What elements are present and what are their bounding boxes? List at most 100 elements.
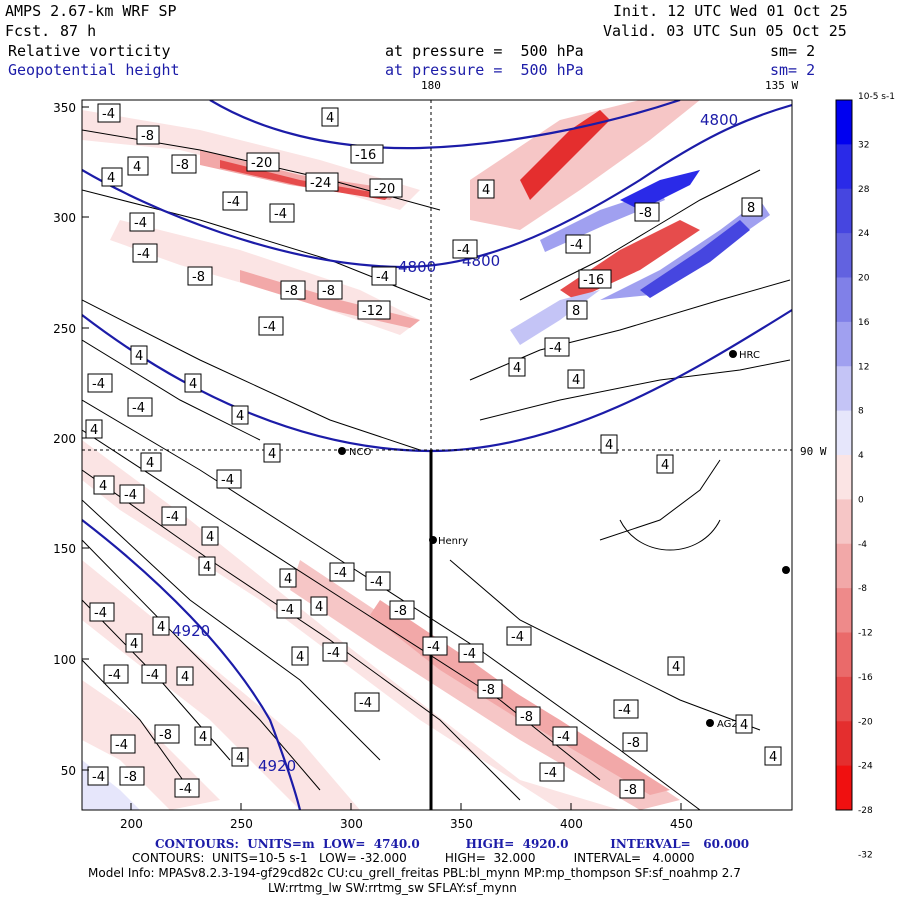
smoothing-2: sm= 2 (770, 61, 816, 79)
colorbar-swatch (836, 233, 852, 278)
svg-text:4: 4 (236, 751, 244, 766)
svg-text:8: 8 (572, 304, 580, 319)
svg-text:4: 4 (199, 730, 207, 745)
svg-text:-24: -24 (310, 176, 331, 191)
svg-text:8: 8 (747, 201, 755, 216)
svg-text:-4: -4 (463, 647, 476, 662)
colorbar-swatch (836, 632, 852, 678)
svg-text:4: 4 (661, 458, 669, 473)
svg-text:-4: -4 (146, 668, 159, 683)
y-tick-label: 100 (53, 653, 76, 667)
colorbar-swatch (836, 277, 852, 323)
svg-text:-8: -8 (192, 270, 205, 285)
svg-text:-8: -8 (141, 129, 154, 144)
svg-text:-8: -8 (627, 736, 640, 751)
x-tick-label: 200 (120, 817, 143, 831)
colorbar-frame (835, 99, 853, 811)
colorbar-swatch (836, 676, 852, 722)
x-tick-label: 450 (670, 817, 693, 831)
svg-text:-4: -4 (221, 473, 234, 488)
lon-label-90w: 90 W (800, 445, 827, 458)
station-hrc-label: HRC (739, 350, 760, 361)
colorbar-level-label: -20 (858, 717, 873, 727)
colorbar-level-label: -32 (858, 850, 873, 860)
colorbar-level-label: 16 (858, 318, 870, 328)
lon-label-135w: 135 W (765, 79, 799, 92)
colorbar-level-label: -8 (858, 584, 867, 594)
svg-text:-4: -4 (370, 575, 383, 590)
svg-text:-8: -8 (124, 770, 137, 785)
app-title: AMPS 2.67-km WRF SP (5, 2, 177, 20)
svg-text:-4: -4 (327, 646, 340, 661)
svg-text:-8: -8 (520, 710, 533, 725)
svg-text:-8: -8 (285, 284, 298, 299)
svg-text:-12: -12 (362, 304, 383, 319)
svg-text:-4: -4 (102, 107, 115, 122)
x-tick-label: 400 (560, 817, 583, 831)
valid-time: Valid. 03 UTC Sun 05 Oct 25 (603, 22, 847, 40)
svg-text:-20: -20 (374, 182, 395, 197)
colorbar-level-label: 24 (858, 229, 870, 239)
colorbar-level-label: 0 (858, 495, 864, 505)
svg-text:4: 4 (268, 447, 276, 462)
forecast-hour: 87 h (60, 22, 97, 40)
colorbar-swatch (836, 721, 852, 767)
svg-text:-4: -4 (166, 510, 179, 525)
colorbar-level-label: -28 (858, 806, 873, 816)
edge-marker (782, 566, 790, 574)
svg-text:-4: -4 (549, 341, 562, 356)
svg-text:4: 4 (130, 637, 138, 652)
footer-vorticity-contours: CONTOURS: UNITS=10-5 s-1 LOW= -32.000 HI… (132, 851, 695, 865)
colorbar-level-label: -16 (858, 673, 873, 683)
svg-text:-16: -16 (583, 273, 604, 288)
y-tick-label: 150 (53, 542, 76, 556)
svg-text:4: 4 (189, 377, 197, 392)
colorbar-swatch (836, 543, 852, 589)
svg-text:4: 4 (236, 409, 244, 424)
station-nco-marker (338, 447, 346, 455)
svg-text:4: 4 (107, 171, 115, 186)
svg-text:-8: -8 (624, 783, 637, 798)
svg-text:4: 4 (326, 111, 334, 126)
field-height: Geopotential height (8, 61, 180, 79)
colorbar-level-label: -4 (858, 540, 867, 550)
lon-label-180: 180 (421, 79, 441, 92)
x-tick-label: 300 (340, 817, 363, 831)
svg-text:4: 4 (206, 530, 214, 545)
svg-text:4: 4 (672, 660, 680, 675)
svg-text:-4: -4 (227, 195, 240, 210)
colorbar-level-label: 28 (858, 185, 870, 195)
y-tick-label: 300 (53, 211, 76, 225)
pressure-label-1: at pressure = 500 hPa (385, 42, 584, 60)
colorbar-swatch (836, 410, 852, 456)
y-tick-label: 250 (53, 322, 76, 336)
svg-text:4: 4 (135, 349, 143, 364)
svg-text:-8: -8 (639, 206, 652, 221)
svg-text:4: 4 (99, 479, 107, 494)
colorbar-level-label: 32 (858, 140, 869, 150)
svg-text:-4: -4 (427, 640, 440, 655)
svg-text:4: 4 (90, 423, 98, 438)
footer-height-contours: CONTOURS: UNITS=m LOW= 4740.0 HIGH= 4920… (155, 837, 750, 851)
svg-text:4: 4 (296, 650, 304, 665)
svg-text:-4: -4 (457, 243, 470, 258)
svg-text:4: 4 (572, 373, 580, 388)
colorbar-swatch (836, 499, 852, 545)
svg-text:-4: -4 (618, 703, 631, 718)
vorticity-labels: -4-8 4 -8 4-20 -24-16 -20-4 -4-4 -4-8 -8-… (85, 103, 782, 799)
svg-text:4: 4 (284, 572, 292, 587)
y-tick-label: 200 (53, 432, 76, 446)
svg-text:-4: -4 (376, 270, 389, 285)
pressure-label-2: at pressure = 500 hPa (385, 61, 584, 79)
svg-text:-4: -4 (570, 238, 583, 253)
field-vorticity: Relative vorticity (8, 42, 171, 60)
svg-text:-4: -4 (511, 630, 524, 645)
svg-text:4: 4 (740, 718, 748, 733)
svg-text:-16: -16 (355, 148, 376, 163)
colorbar-level-label: -24 (858, 762, 873, 772)
height-label-4800-c: 4800 (700, 111, 738, 129)
svg-text:-4: -4 (134, 216, 147, 231)
y-tick-label: 50 (61, 764, 76, 778)
svg-text:4: 4 (482, 183, 490, 198)
svg-text:-4: -4 (179, 782, 192, 797)
